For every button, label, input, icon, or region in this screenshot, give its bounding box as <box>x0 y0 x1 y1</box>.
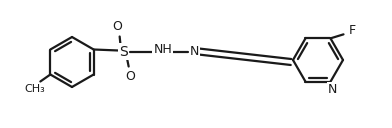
Text: F: F <box>349 24 356 37</box>
Text: N: N <box>190 45 200 58</box>
Text: O: O <box>126 70 136 83</box>
Text: S: S <box>119 45 128 58</box>
Text: CH₃: CH₃ <box>24 83 45 93</box>
Text: N: N <box>328 83 337 96</box>
Text: NH: NH <box>153 43 172 56</box>
Text: O: O <box>113 20 123 33</box>
